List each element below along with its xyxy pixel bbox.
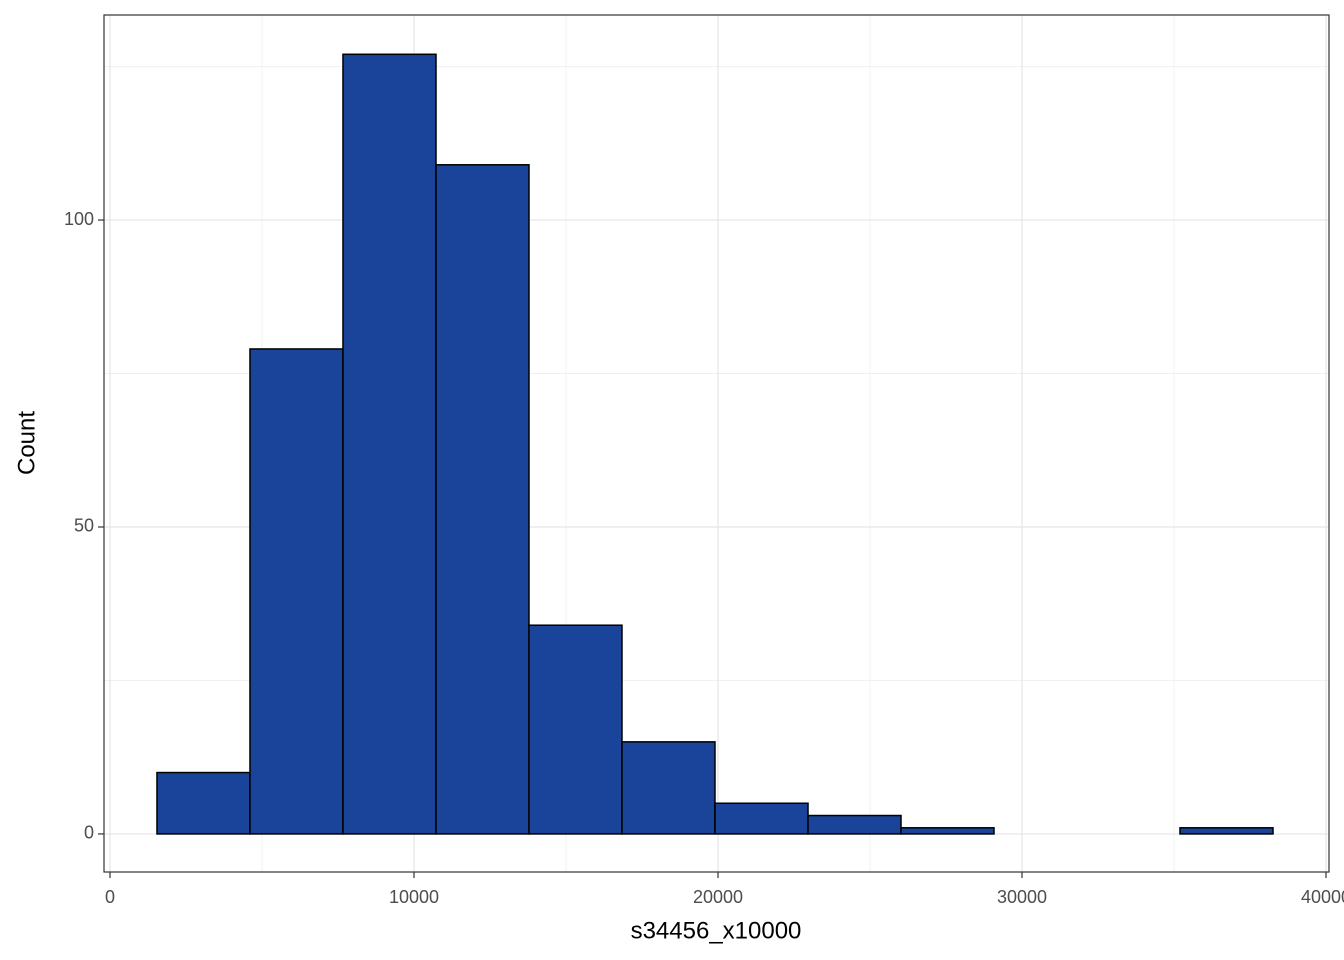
histogram-bar <box>249 348 344 835</box>
histogram-bar <box>435 164 530 835</box>
histogram-bar <box>621 741 716 835</box>
x-tick-label: 30000 <box>997 887 1047 907</box>
histogram-bar <box>807 814 902 835</box>
histogram-bar <box>156 771 251 835</box>
histogram-bar <box>714 802 809 835</box>
x-tick-label: 20000 <box>693 887 743 907</box>
y-axis-title: Count <box>13 411 40 475</box>
x-tick-label: 0 <box>105 887 115 907</box>
y-tick-label: 100 <box>64 209 94 229</box>
histogram-bar <box>342 53 437 835</box>
y-tick-label: 50 <box>74 516 94 536</box>
x-axis-title: s34456_x10000 <box>631 917 802 944</box>
histogram-bar <box>528 624 623 835</box>
panel-border <box>103 14 1330 873</box>
y-tick-label: 0 <box>84 823 94 843</box>
histogram-bar <box>900 827 995 835</box>
histogram-bar <box>1179 827 1274 835</box>
x-tick-label: 10000 <box>389 887 439 907</box>
